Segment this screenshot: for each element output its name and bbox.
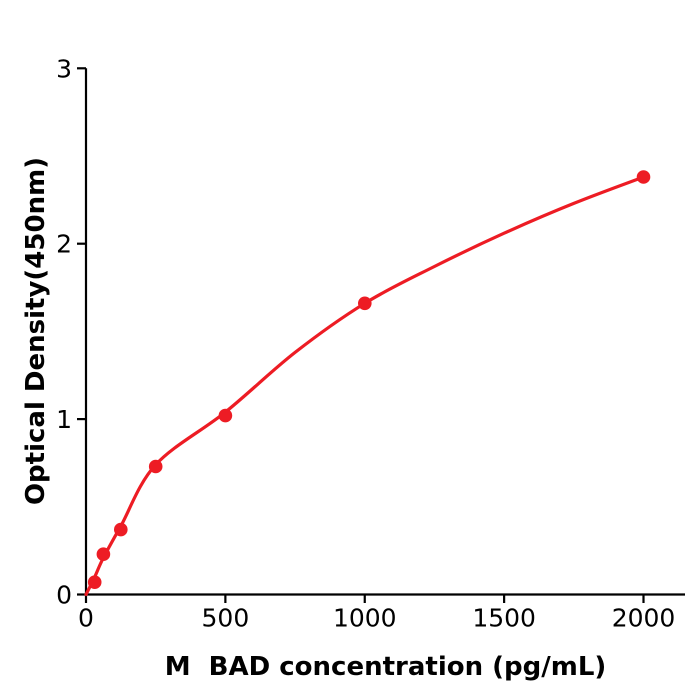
- y-axis-title: Optical Density(450nm): [21, 157, 51, 505]
- x-tick-label: 1000: [333, 604, 397, 633]
- data-points: [87, 170, 651, 589]
- fit-curve-path: [84, 175, 646, 597]
- x-axis-title: M BAD concentration (pg/mL): [165, 652, 607, 682]
- data-point-marker: [148, 459, 163, 474]
- y-tick-label: 1: [56, 405, 72, 434]
- data-point-marker: [218, 408, 233, 423]
- data-point-marker: [358, 296, 372, 311]
- data-point-marker: [114, 522, 128, 537]
- x-tick-label: 0: [78, 604, 94, 633]
- y-tick-label: 3: [56, 54, 72, 83]
- x-tick-label: 2000: [612, 604, 676, 633]
- data-point-marker: [96, 547, 111, 561]
- axes: 0 1 2 3 0 500 1000 1500 2000: [56, 54, 685, 633]
- y-tick-label: 2: [56, 230, 72, 259]
- x-tick-label: 500: [202, 604, 250, 633]
- y-tick-label: 0: [56, 581, 72, 610]
- data-point-marker: [636, 170, 651, 184]
- data-point-marker: [87, 575, 102, 589]
- x-tick-label: 1500: [472, 604, 536, 633]
